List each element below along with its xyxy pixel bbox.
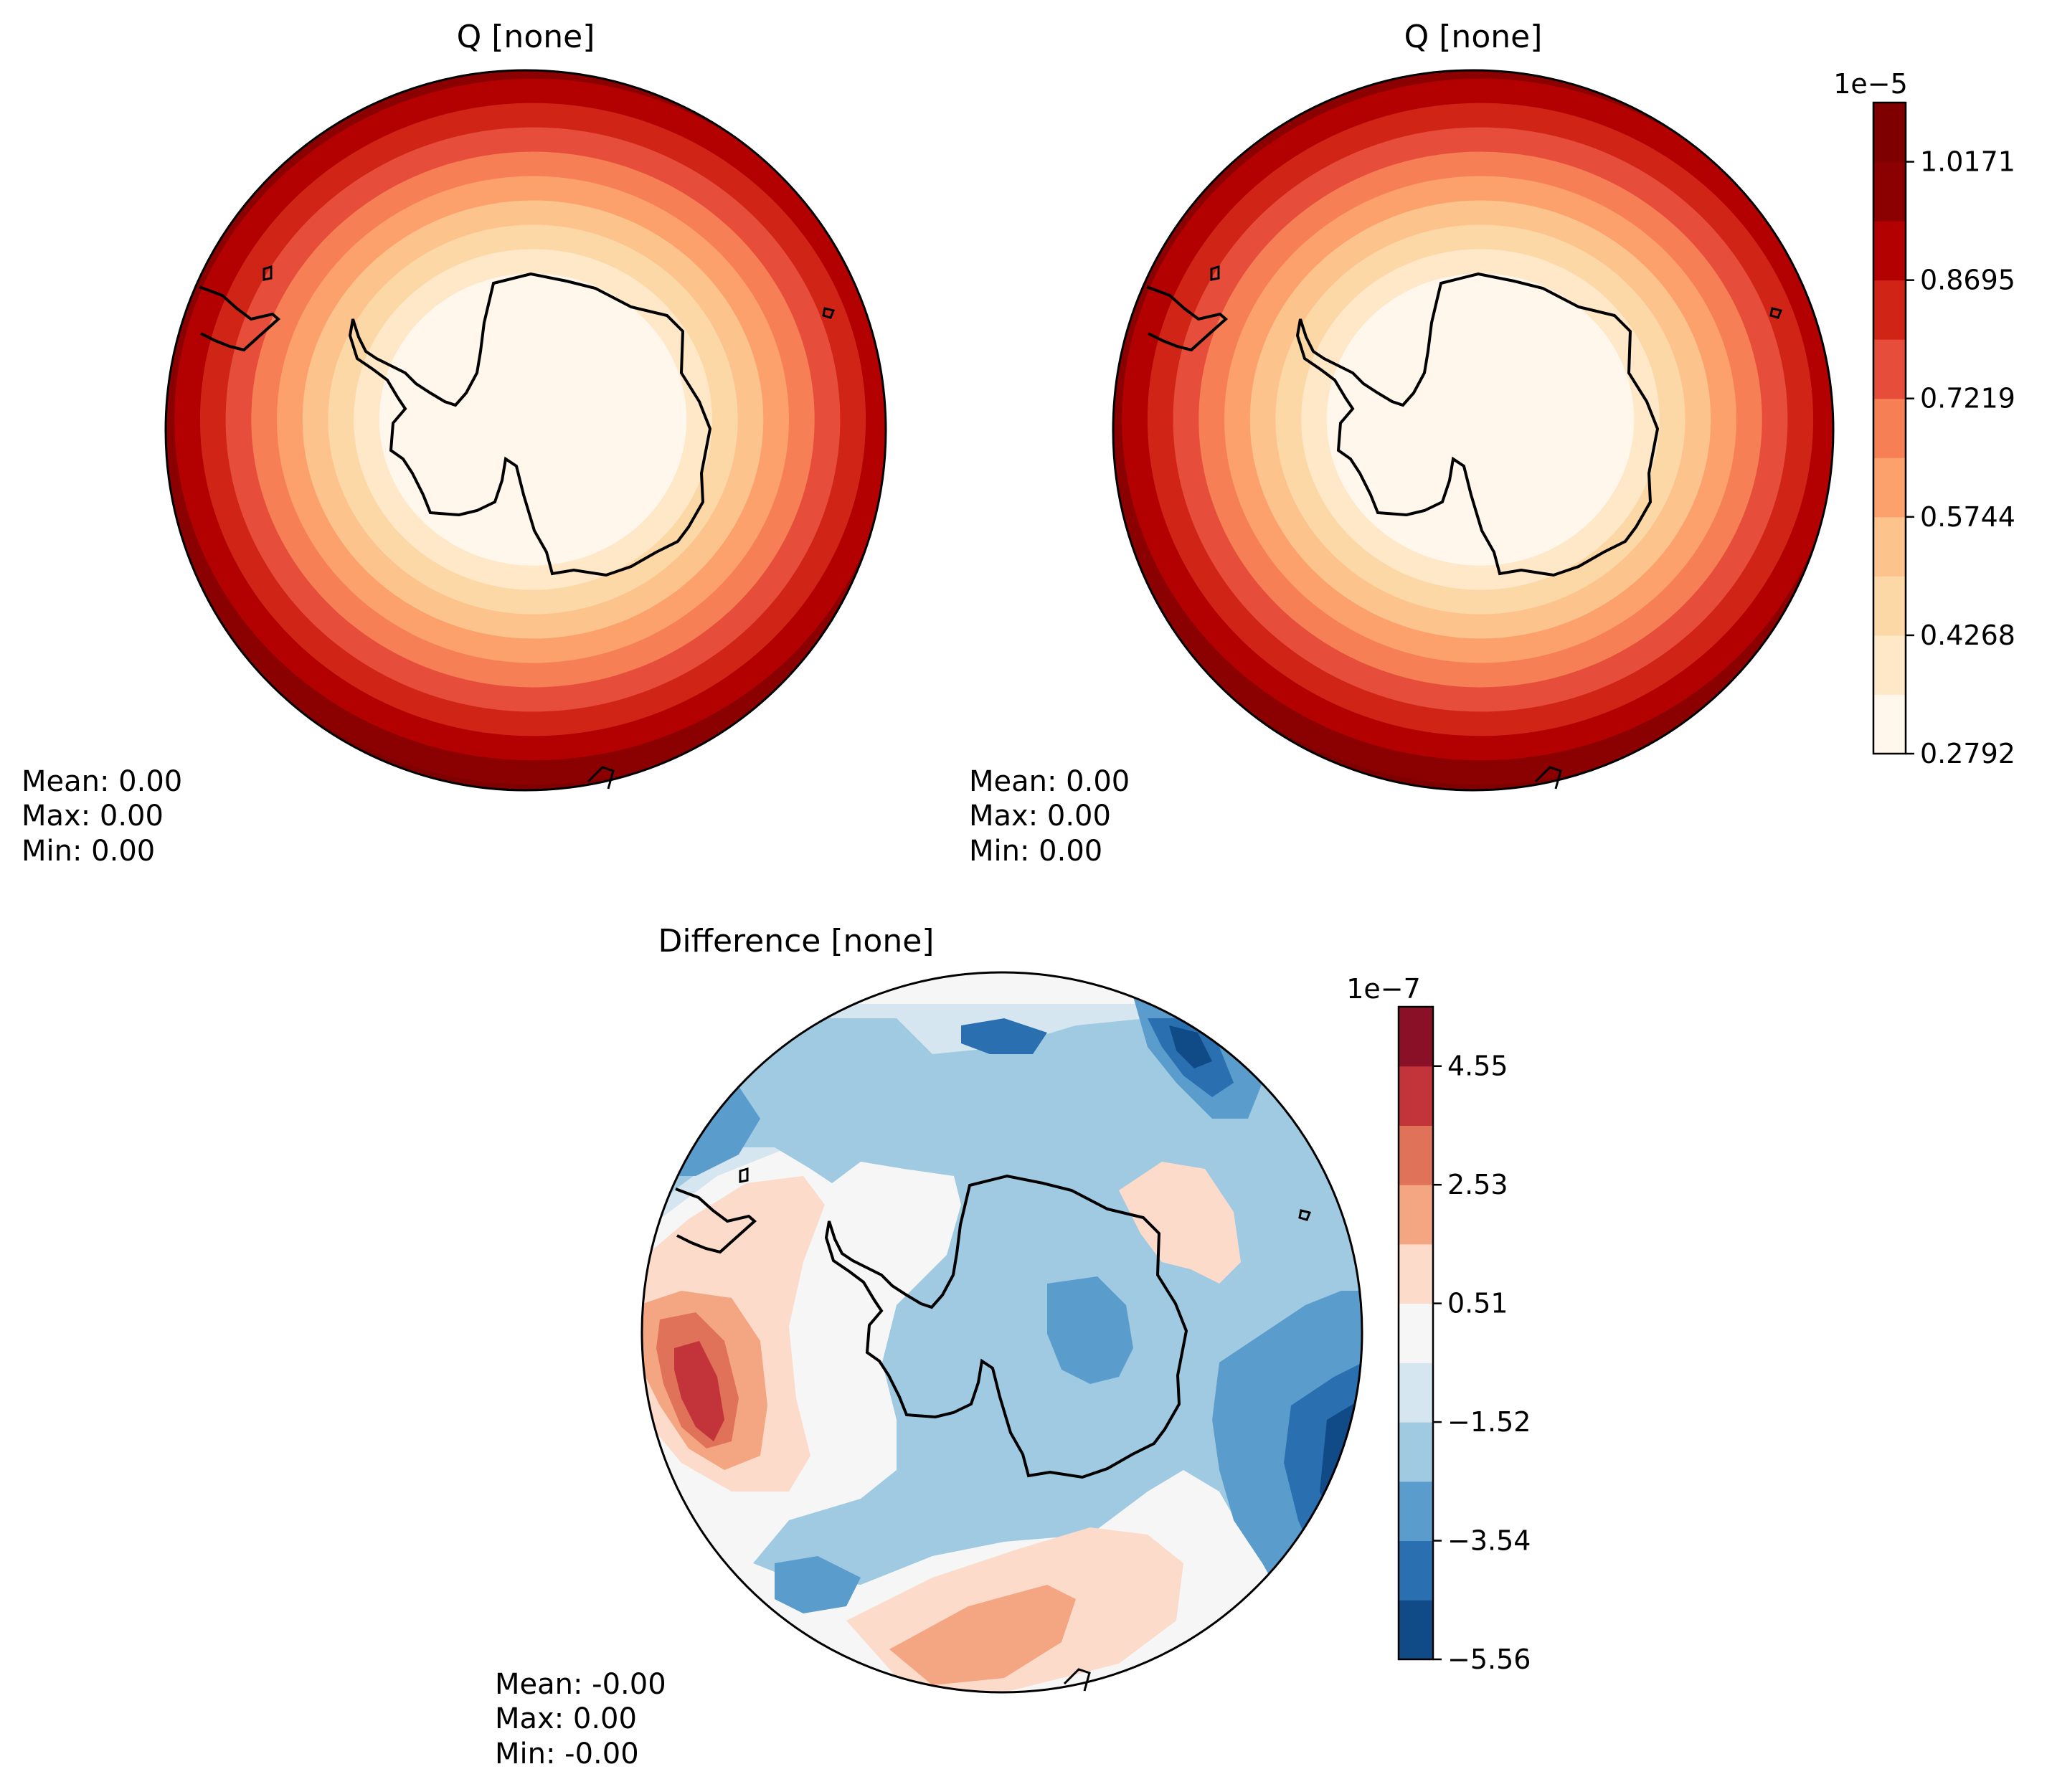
colorbar-band <box>1873 576 1906 636</box>
diff-level-dark-red <box>674 1341 724 1441</box>
colorbar-band <box>1399 1600 1433 1660</box>
antarctica-coastline-diff <box>824 1174 1188 1479</box>
colorbar-band <box>1399 1007 1433 1067</box>
colorbar-tick-label: 0.5744 <box>1920 501 2015 533</box>
stat-max-left: Max: 0.00 <box>22 800 164 833</box>
south-america-tip-left <box>199 285 281 352</box>
stat-mean-diff: Mean: -0.00 <box>495 1668 666 1701</box>
colorbar-tick-label: −1.52 <box>1447 1406 1531 1438</box>
colorbar-tick-label: −3.54 <box>1447 1525 1531 1557</box>
panel-difference-contours <box>642 972 1362 1692</box>
colorbar-q: 1e−5 0.2792 0.4268 0.5744 0.7219 0.8695 1.017… <box>1833 68 2015 769</box>
panel-difference: Difference [none] <box>495 923 1531 1770</box>
colorbar-diff-bands <box>1399 1007 1433 1660</box>
diff-level-dark-blue-3 <box>961 1018 1047 1054</box>
south-america-tip-diff <box>675 1187 757 1254</box>
colorbar-band <box>1873 458 1906 518</box>
colorbar-q-exponent: 1e−5 <box>1833 68 1908 100</box>
panel-q-left: Q [none] Mean: 0.00 Max: 0.00 Min: 0.00 <box>22 19 887 868</box>
island-left-1 <box>822 307 836 319</box>
panel-q-left-contours <box>166 70 886 790</box>
colorbar-band <box>1873 103 1906 163</box>
q-contour-level-0 <box>1326 273 1635 566</box>
colorbar-band <box>1873 339 1906 399</box>
colorbar-band <box>1399 1303 1433 1363</box>
colorbar-diff: 1e−7 −5.56 −3.54 −1.52 0.51 2.53 4.55 <box>1346 973 1531 1675</box>
colorbar-tick-label: 0.4268 <box>1920 620 2015 651</box>
south-america-tip-right <box>1146 285 1229 352</box>
island-right-1 <box>1769 307 1783 319</box>
stat-max-right: Max: 0.00 <box>969 800 1111 833</box>
colorbar-tick-label: 0.7219 <box>1920 383 2015 414</box>
colorbar-band <box>1399 1185 1433 1245</box>
colorbar-band <box>1399 1540 1433 1601</box>
island-diff-1 <box>1298 1209 1312 1221</box>
colorbar-q-frame <box>1872 101 1907 755</box>
colorbar-band <box>1873 398 1906 458</box>
colorbar-tick-label: 0.2792 <box>1920 738 2015 769</box>
colorbar-diff-ticks: −5.56 −3.54 −1.52 0.51 2.53 4.55 <box>1433 1051 1531 1675</box>
diff-level-light-red-2 <box>889 1585 1076 1685</box>
map-boundary-diff <box>640 971 1363 1694</box>
antarctica-coastline-right <box>1295 272 1660 577</box>
stat-mean-left: Mean: 0.00 <box>22 765 182 798</box>
colorbar-band <box>1873 516 1906 577</box>
diff-level-pale-red-2 <box>1119 1162 1241 1284</box>
colorbar-band <box>1873 161 1906 222</box>
colorbar-band <box>1399 1125 1433 1185</box>
map-boundary-right <box>1112 69 1835 792</box>
colorbar-tick-label: −5.56 <box>1447 1644 1531 1675</box>
colorbar-band <box>1399 1422 1433 1482</box>
island-diff-2 <box>739 1167 749 1183</box>
stat-min-right: Min: 0.00 <box>969 835 1102 868</box>
antarctica-coastline-left <box>348 272 712 577</box>
q-contour-level-0 <box>379 273 687 566</box>
colorbar-tick-label: 0.8695 <box>1920 265 2015 296</box>
panel-q-right: Q [none] Mean: 0.00 Max: 0.00 Min: 0.00 … <box>969 19 2015 868</box>
stat-min-diff: Min: -0.00 <box>495 1738 639 1770</box>
panel-difference-title: Difference [none] <box>658 923 935 959</box>
panel-q-left-title: Q [none] <box>457 19 595 55</box>
colorbar-band <box>1873 221 1906 281</box>
colorbar-band <box>1873 635 1906 695</box>
colorbar-band <box>1399 1066 1433 1126</box>
colorbar-band <box>1399 1481 1433 1542</box>
colorbar-band <box>1399 1243 1433 1304</box>
diff-level-darkest-blue-2 <box>1169 1025 1212 1068</box>
colorbar-q-bands <box>1873 103 1906 754</box>
colorbar-tick-label: 4.55 <box>1447 1051 1508 1082</box>
colorbar-q-ticks: 0.2792 0.4268 0.5744 0.7219 0.8695 1.0171 <box>1906 146 2015 769</box>
colorbar-tick-label: 1.0171 <box>1920 146 2015 178</box>
colorbar-tick-label: 0.51 <box>1447 1288 1508 1319</box>
colorbar-diff-exponent: 1e−7 <box>1346 973 1421 1005</box>
stat-mean-right: Mean: 0.00 <box>969 765 1130 798</box>
colorbar-band <box>1873 694 1906 754</box>
stat-min-left: Min: 0.00 <box>22 835 155 868</box>
panel-q-right-title: Q [none] <box>1404 19 1543 55</box>
colorbar-band <box>1399 1362 1433 1423</box>
island-right-2 <box>1210 265 1220 281</box>
diff-level-mid-blue <box>1047 1276 1133 1384</box>
colorbar-diff-frame <box>1397 1005 1434 1661</box>
colorbar-tick-label: 2.53 <box>1447 1169 1508 1200</box>
stat-max-diff: Max: 0.00 <box>495 1702 637 1735</box>
panel-q-right-contours <box>1113 70 1833 790</box>
map-boundary-left <box>164 69 887 792</box>
diff-level-mid-blue-5 <box>775 1556 861 1613</box>
colorbar-band <box>1873 280 1906 340</box>
island-left-2 <box>263 265 273 281</box>
